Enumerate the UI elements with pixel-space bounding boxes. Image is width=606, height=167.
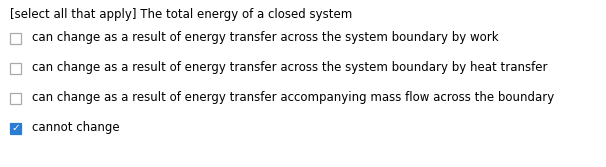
Bar bbox=[10, 123, 21, 133]
Text: ✓: ✓ bbox=[11, 123, 20, 133]
Text: can change as a result of energy transfer across the system boundary by work: can change as a result of energy transfe… bbox=[32, 32, 499, 44]
Bar bbox=[10, 33, 21, 43]
Text: cannot change: cannot change bbox=[32, 122, 119, 134]
Text: [select all that apply] The total energy of a closed system: [select all that apply] The total energy… bbox=[10, 8, 352, 21]
Bar bbox=[10, 62, 21, 73]
Text: can change as a result of energy transfer accompanying mass flow across the boun: can change as a result of energy transfe… bbox=[32, 92, 554, 105]
Text: can change as a result of energy transfer across the system boundary by heat tra: can change as a result of energy transfe… bbox=[32, 61, 547, 74]
Bar bbox=[10, 93, 21, 104]
